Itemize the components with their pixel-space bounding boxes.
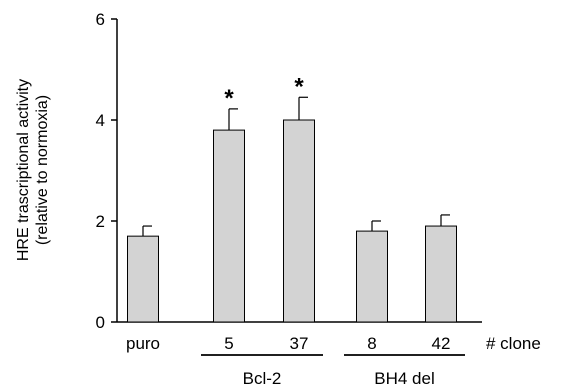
bar-puro — [127, 235, 159, 323]
bar-37 — [283, 119, 315, 323]
category-label: puro — [126, 334, 160, 353]
category-labels: puro 5 37 8 42 — [126, 334, 450, 353]
y-axis-title-line2: (relative to normoxia) — [34, 95, 51, 245]
bar-8 — [356, 230, 388, 323]
group-label: Bcl-2 — [243, 369, 282, 388]
significance-star: * — [224, 85, 234, 112]
y-axis-title-line1: HRE trascriptional activity — [15, 79, 32, 261]
category-label: 42 — [432, 334, 451, 353]
category-label: 5 — [224, 334, 233, 353]
y-ticks: 0 2 4 6 — [96, 10, 117, 332]
group-label: BH4 del — [374, 369, 434, 388]
error-bars — [142, 96, 450, 237]
category-label: 37 — [290, 334, 309, 353]
bar-5 — [213, 129, 245, 323]
x-axis-suffix-label: # clone — [486, 334, 541, 353]
y-tick-label: 0 — [96, 313, 105, 332]
significance-markers: * * — [224, 73, 304, 112]
bars — [127, 119, 457, 323]
y-tick-label: 6 — [96, 10, 105, 29]
y-tick-label: 2 — [96, 212, 105, 231]
bar-42 — [425, 225, 457, 323]
y-tick-label: 4 — [96, 111, 105, 130]
significance-star: * — [294, 73, 304, 100]
category-label: 8 — [367, 334, 376, 353]
y-axis-title: HRE trascriptional activity (relative to… — [15, 79, 51, 261]
group-labels: Bcl-2 BH4 del — [201, 354, 465, 388]
